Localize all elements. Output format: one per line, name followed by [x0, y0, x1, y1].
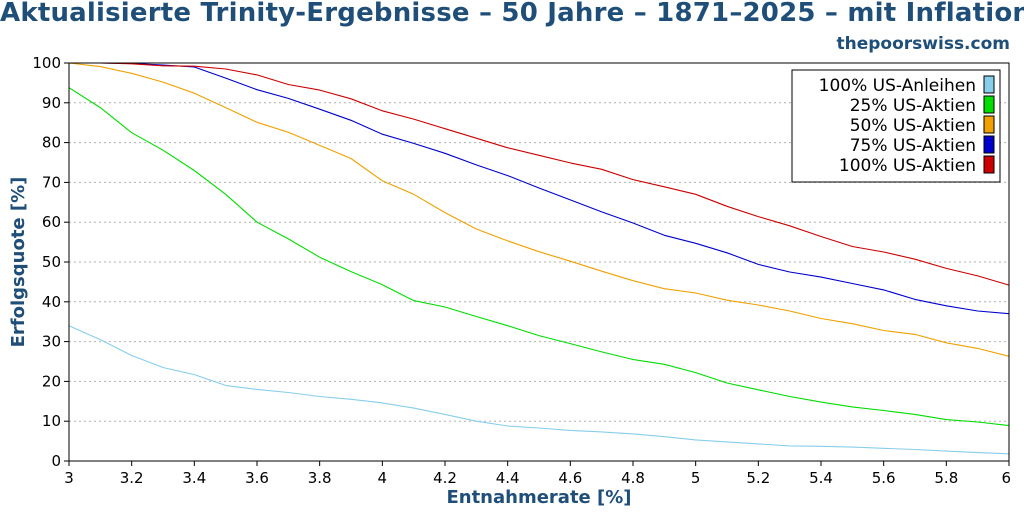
series-lines	[68, 62, 1010, 455]
legend-swatch	[983, 135, 995, 154]
series-line-2	[68, 87, 1010, 427]
x-tick-label: 4.8	[621, 469, 645, 487]
y-tick-label: 70	[42, 173, 61, 191]
x-tick-label: 4.2	[433, 469, 457, 487]
x-tick-label: 3.2	[120, 469, 144, 487]
legend-label: 100% US-Aktien	[839, 156, 976, 176]
y-axis-title: Erfolgsquote [%]	[8, 177, 29, 348]
legend-label: 25% US-Aktien	[850, 96, 976, 116]
legend-swatch	[983, 95, 995, 114]
series-line-5	[69, 62, 1010, 286]
legend-swatch	[983, 75, 995, 94]
x-axis: 3 3.2 3.4 3.6 3.8 4 4.2 4.4 4.6 4.8 5 5.2 5.4 5.6 5.8 6	[64, 461, 1011, 487]
y-tick-label: 80	[42, 134, 61, 152]
y-tick-label: 40	[42, 293, 61, 311]
y-tick-label: 50	[42, 253, 61, 271]
series-line-1	[68, 325, 1010, 455]
y-tick-label: 100	[32, 54, 61, 72]
x-tick-label: 4.6	[558, 469, 582, 487]
y-tick-label: 10	[42, 412, 61, 430]
x-tick-label: 4	[378, 469, 388, 487]
x-tick-label: 3.8	[308, 469, 332, 487]
legend-label: 50% US-Aktien	[850, 116, 976, 136]
x-tick-label: 3.6	[245, 469, 269, 487]
series-line-3	[68, 62, 1010, 357]
y-tick-label: 20	[42, 372, 61, 390]
y-tick-label: 60	[42, 213, 61, 231]
y-tick-label: 30	[42, 333, 61, 351]
legend-swatch	[983, 155, 995, 174]
x-tick-label: 5.2	[746, 469, 770, 487]
x-tick-label: 3	[64, 469, 74, 487]
series-line-4	[69, 62, 1010, 315]
y-tick-label: 0	[51, 452, 61, 470]
x-tick-label: 5.6	[872, 469, 896, 487]
x-axis-title: Entnahmerate [%]	[446, 487, 631, 508]
x-tick-label: 6	[1001, 469, 1011, 487]
y-tick-label: 90	[42, 94, 61, 112]
chart-title: Aktualisierte Trinity-Ergebnisse – 50 Ja…	[0, 0, 1024, 28]
x-tick-label: 4.4	[496, 469, 520, 487]
y-axis: 0 10 20 30 40 50 60 70 80 90 100	[32, 54, 69, 470]
x-tick-label: 5	[691, 469, 701, 487]
legend-box	[791, 69, 1001, 183]
grid-lines	[69, 102, 1009, 422]
legend-label: 100% US-Anleihen	[819, 76, 976, 96]
x-tick-label: 5.4	[809, 469, 833, 487]
legend-label: 75% US-Aktien	[850, 136, 976, 156]
legend-swatch	[983, 115, 995, 134]
x-tick-label: 5.8	[934, 469, 958, 487]
chart-subtitle: thepoorswiss.com	[836, 34, 1011, 54]
x-tick-label: 3.4	[182, 469, 206, 487]
